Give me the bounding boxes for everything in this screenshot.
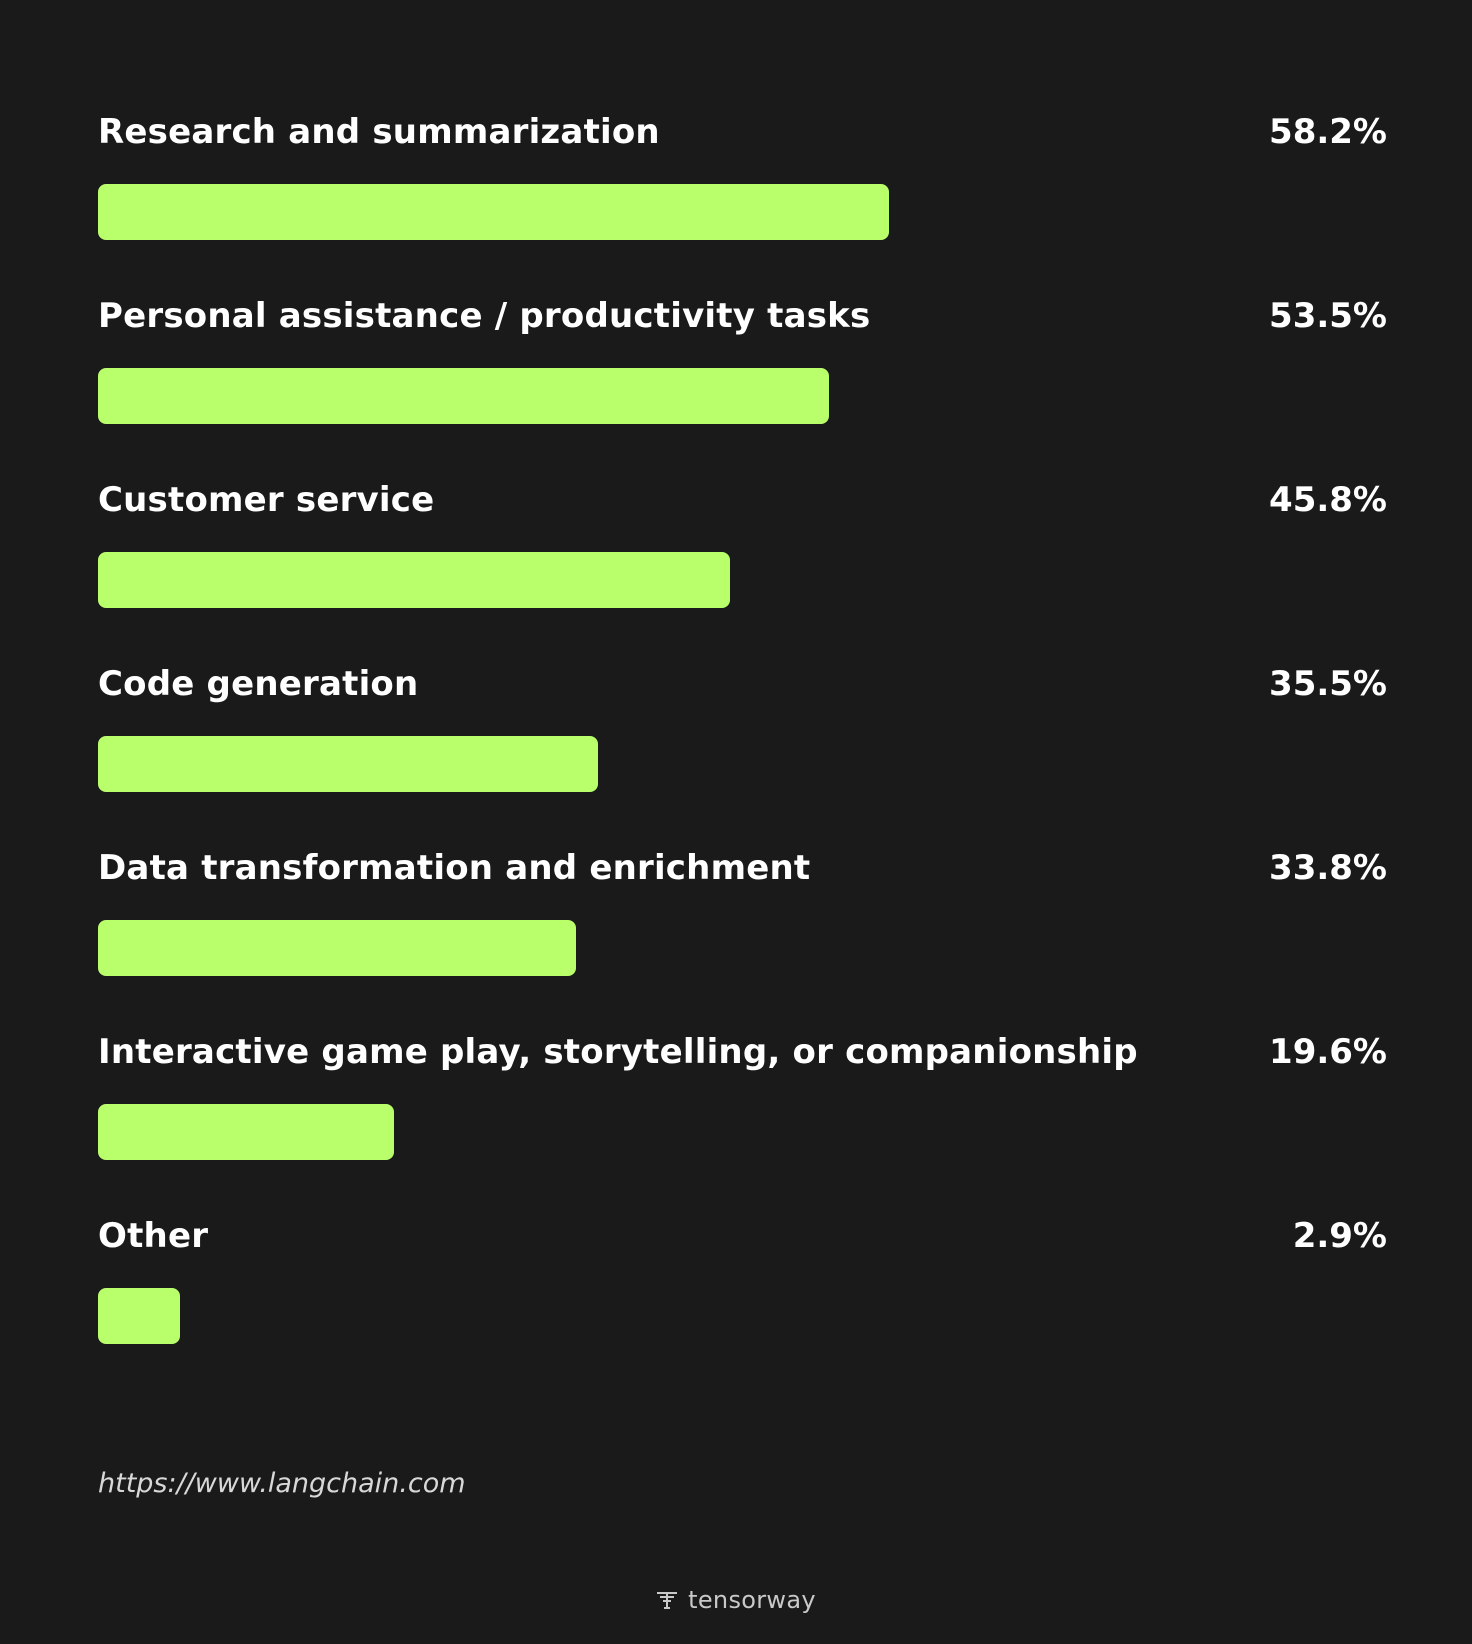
bar-row: Research and summarization 58.2% — [98, 0, 1387, 240]
value-label: 19.6% — [1269, 1032, 1387, 1072]
value-label: 53.5% — [1269, 296, 1387, 336]
bar-track — [98, 1288, 1387, 1344]
category-label: Code generation — [98, 664, 419, 704]
bar-row: Customer service 45.8% — [98, 368, 1387, 608]
bar — [98, 368, 830, 424]
bar — [98, 552, 731, 608]
bar-row: Interactive game play, storytelling, or … — [98, 920, 1387, 1160]
bar-chart: Research and summarization 58.2% Personal … — [98, 0, 1387, 1380]
bar — [98, 1288, 181, 1344]
bar-row: Personal assistance / productivity tasks… — [98, 184, 1387, 424]
category-label: Data transformation and enrichment — [98, 848, 811, 888]
bar-row: Code generation 35.5% — [98, 552, 1387, 792]
category-label: Research and summarization — [98, 112, 660, 152]
bar — [98, 736, 599, 792]
bar-track — [98, 368, 1387, 424]
bar-track — [98, 552, 1387, 608]
tensorway-logo-icon — [657, 1592, 678, 1609]
bar-row: Data transformation and enrichment 33.8% — [98, 736, 1387, 976]
bar-track — [98, 184, 1387, 240]
value-label: 45.8% — [1269, 480, 1387, 520]
bar-track — [98, 920, 1387, 976]
bar — [98, 184, 890, 240]
category-label: Other — [98, 1216, 209, 1256]
value-label: 2.9% — [1292, 1216, 1387, 1256]
category-label: Interactive game play, storytelling, or … — [98, 1032, 1138, 1072]
category-label: Customer service — [98, 480, 435, 520]
bar-row: Other 2.9% — [98, 1104, 1387, 1344]
bar — [98, 1104, 395, 1160]
bar-track — [98, 736, 1387, 792]
value-label: 35.5% — [1269, 664, 1387, 704]
value-label: 33.8% — [1269, 848, 1387, 888]
bar — [98, 920, 577, 976]
brand-footer: tensorway — [0, 1585, 1472, 1615]
category-label: Personal assistance / productivity tasks — [98, 296, 871, 336]
value-label: 58.2% — [1269, 112, 1387, 152]
source-link[interactable]: https://www.langchain.com — [98, 1468, 466, 1499]
brand-name: tensorway — [688, 1586, 816, 1614]
bar-track — [98, 1104, 1387, 1160]
